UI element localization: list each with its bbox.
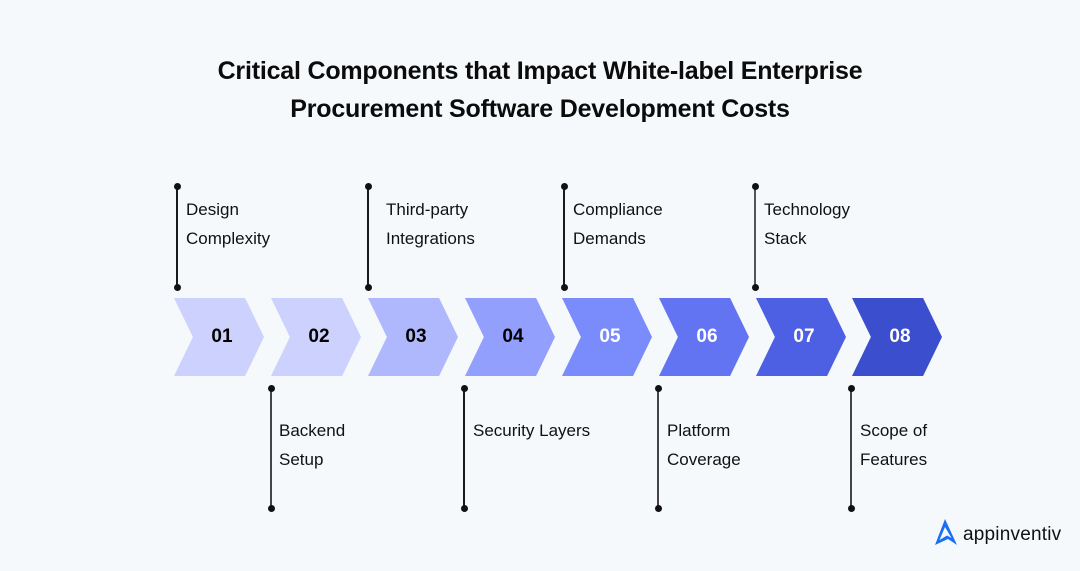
step-label-line: Platform xyxy=(667,421,731,440)
step-label-line: Design xyxy=(186,200,239,219)
connector-dot-top-04 xyxy=(461,385,468,392)
step-label-04: Security Layers xyxy=(473,416,590,445)
connector-line-06 xyxy=(657,388,659,508)
connector-dot-top-05 xyxy=(561,183,568,190)
step-label-03: Third-party Integrations xyxy=(386,195,475,253)
step-label-line: Features xyxy=(860,450,928,469)
step-number-03: 03 xyxy=(405,326,427,347)
connector-line-03 xyxy=(367,186,369,287)
step-label-line: Backend xyxy=(279,421,346,440)
step-label-line: Security Layers xyxy=(473,421,591,440)
step-label-08: Scope of Features xyxy=(860,416,927,474)
step-number-02: 02 xyxy=(308,326,330,347)
connector-line-02 xyxy=(270,388,272,508)
brand-logo: appinventiv xyxy=(931,517,1061,552)
step-number-05: 05 xyxy=(599,326,621,347)
step-label-line: Integrations xyxy=(386,229,475,248)
step-label-line: Third-party xyxy=(386,200,469,219)
connector-dot-top-08 xyxy=(848,385,855,392)
connector-dot-top-02 xyxy=(268,385,275,392)
step-number-06: 06 xyxy=(696,326,718,347)
step-label-02: Backend Setup xyxy=(279,416,345,474)
step-number-08: 08 xyxy=(889,326,911,347)
step-label-line: Scope of xyxy=(860,421,928,440)
connector-line-05 xyxy=(563,186,565,287)
step-number-01: 01 xyxy=(211,326,233,347)
connector-dot-bottom-08 xyxy=(848,505,855,512)
step-label-line: Coverage xyxy=(667,450,741,469)
connector-dot-top-01 xyxy=(174,183,181,190)
connector-line-08 xyxy=(850,388,852,508)
step-label-05: Compliance Demands xyxy=(573,195,663,253)
step-number-04: 04 xyxy=(502,326,524,347)
connector-line-07 xyxy=(754,186,756,287)
step-label-07: Technology Stack xyxy=(764,195,850,253)
connector-dot-top-03 xyxy=(365,183,372,190)
title-line-1: Critical Components that Impact White-la… xyxy=(217,57,863,85)
step-number-07: 07 xyxy=(793,326,815,347)
connector-dot-bottom-02 xyxy=(268,505,275,512)
chevron-step-04: 04 xyxy=(465,298,555,376)
connector-dot-bottom-05 xyxy=(561,284,568,291)
chevron-step-05: 05 xyxy=(562,298,652,376)
step-label-line: Setup xyxy=(279,450,324,469)
connector-dot-bottom-03 xyxy=(365,284,372,291)
connector-dot-top-07 xyxy=(752,183,759,190)
step-label-01: Design Complexity xyxy=(186,195,270,253)
connector-dot-bottom-04 xyxy=(461,505,468,512)
connector-dot-bottom-06 xyxy=(655,505,662,512)
connector-line-01 xyxy=(176,186,178,287)
page-title: Critical Components that Impact White-la… xyxy=(0,52,1080,128)
appinventiv-logo-icon xyxy=(931,517,959,552)
step-label-line: Demands xyxy=(573,229,646,248)
title-line-2: Procurement Software Development Costs xyxy=(290,95,790,123)
step-label-line: Compliance xyxy=(573,200,663,219)
chevron-step-08: 08 xyxy=(852,298,942,376)
connector-dot-bottom-01 xyxy=(174,284,181,291)
brand-name: appinventiv xyxy=(963,523,1062,545)
step-label-06: Platform Coverage xyxy=(667,416,741,474)
step-label-line: Technology xyxy=(764,200,851,219)
chevron-step-03: 03 xyxy=(368,298,458,376)
connector-dot-bottom-07 xyxy=(752,284,759,291)
connector-dot-top-06 xyxy=(655,385,662,392)
chevron-step-02: 02 xyxy=(271,298,361,376)
step-label-line: Complexity xyxy=(186,229,271,248)
chevron-step-01: 01 xyxy=(174,298,264,376)
chevron-step-06: 06 xyxy=(659,298,749,376)
chevron-step-07: 07 xyxy=(756,298,846,376)
connector-line-04 xyxy=(463,388,465,508)
step-label-line: Stack xyxy=(764,229,807,248)
